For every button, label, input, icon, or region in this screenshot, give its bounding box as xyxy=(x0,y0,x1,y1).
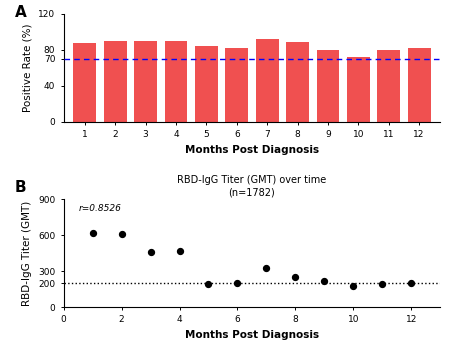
Point xyxy=(321,278,328,284)
Point xyxy=(350,283,357,289)
Point xyxy=(118,231,125,237)
Bar xyxy=(104,41,127,122)
Bar xyxy=(408,48,430,122)
Bar xyxy=(165,41,188,122)
Bar xyxy=(134,41,157,122)
Y-axis label: RBD-IgG Titer (GMT): RBD-IgG Titer (GMT) xyxy=(22,200,32,306)
Bar xyxy=(286,42,309,122)
Point xyxy=(379,282,386,287)
Text: r=0.8526: r=0.8526 xyxy=(79,204,122,213)
X-axis label: Months Post Diagnosis: Months Post Diagnosis xyxy=(185,145,319,155)
Bar xyxy=(316,50,339,122)
Point xyxy=(408,280,415,286)
Bar xyxy=(347,57,370,122)
Bar xyxy=(74,42,96,122)
X-axis label: Months Post Diagnosis: Months Post Diagnosis xyxy=(185,330,319,340)
Bar xyxy=(377,50,400,122)
Bar xyxy=(225,48,248,122)
Point xyxy=(176,249,183,254)
Title: RBD-IgG Titer (GMT) over time
(n=1782): RBD-IgG Titer (GMT) over time (n=1782) xyxy=(178,176,326,197)
Y-axis label: Positive Rate (%): Positive Rate (%) xyxy=(23,23,33,112)
Bar xyxy=(256,39,279,122)
Point xyxy=(205,281,212,286)
Point xyxy=(292,274,299,280)
Text: B: B xyxy=(15,180,26,195)
Point xyxy=(263,265,270,271)
Point xyxy=(234,280,241,286)
Text: A: A xyxy=(15,5,26,20)
Point xyxy=(147,249,154,255)
Point xyxy=(89,230,96,236)
Bar xyxy=(195,46,218,122)
